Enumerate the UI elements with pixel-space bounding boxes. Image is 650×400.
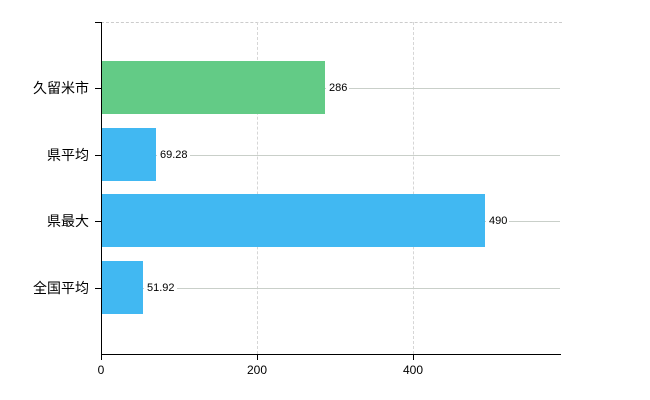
x-tick-label: 0 bbox=[97, 363, 105, 377]
x-gridline bbox=[257, 22, 258, 354]
row-leader-line bbox=[102, 155, 560, 156]
row-leader-line bbox=[102, 288, 560, 289]
plot-top-border bbox=[101, 22, 562, 23]
x-axis-tick bbox=[101, 354, 102, 360]
category-label: 久留米市 bbox=[33, 80, 89, 96]
category-label: 県最大 bbox=[47, 213, 89, 229]
bar-県最大 bbox=[102, 194, 485, 247]
x-tick-label: 400 bbox=[402, 363, 424, 377]
category-label: 県平均 bbox=[47, 147, 89, 163]
x-tick-label: 200 bbox=[246, 363, 268, 377]
value-label: 51.92 bbox=[144, 281, 177, 295]
bar-久留米市 bbox=[102, 61, 325, 114]
x-axis-tick bbox=[413, 354, 414, 360]
value-label: 69.28 bbox=[157, 148, 190, 162]
x-axis-tick bbox=[257, 354, 258, 360]
y-axis-line bbox=[101, 22, 102, 355]
y-axis-tick bbox=[95, 288, 101, 289]
y-axis-tick bbox=[95, 221, 101, 222]
x-gridline bbox=[413, 22, 414, 354]
x-axis-line bbox=[101, 354, 561, 355]
bar-全国平均 bbox=[102, 261, 143, 314]
bar-県平均 bbox=[102, 128, 156, 181]
y-axis-tick bbox=[95, 155, 101, 156]
value-label: 490 bbox=[486, 214, 510, 228]
y-axis-tick bbox=[95, 88, 101, 89]
y-axis-top-tick bbox=[95, 22, 101, 23]
category-label: 全国平均 bbox=[33, 280, 89, 296]
value-label: 286 bbox=[326, 81, 350, 95]
